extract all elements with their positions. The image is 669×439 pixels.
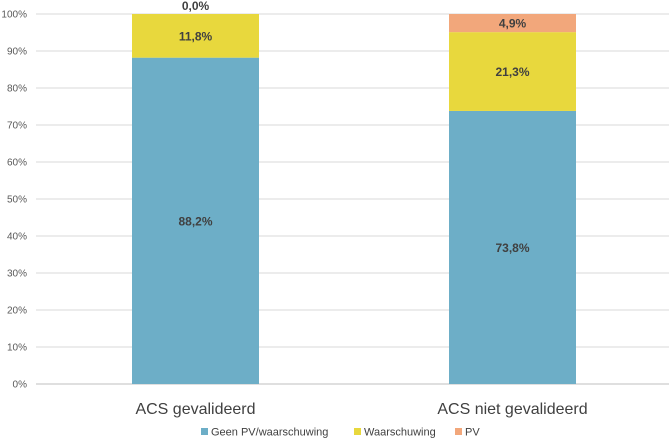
data-label: 11,8% [179, 29, 213, 43]
y-tick-label: 30% [7, 269, 27, 280]
legend-swatch [354, 428, 361, 435]
y-tick-label: 10% [7, 343, 27, 354]
legend-label: PV [465, 427, 480, 439]
data-label: 4,9% [499, 17, 527, 31]
y-tick-label: 40% [7, 232, 27, 243]
y-tick-label: 80% [7, 84, 27, 95]
legend-swatch [201, 428, 208, 435]
data-label: 21,3% [495, 65, 529, 79]
data-label: 88,2% [178, 214, 212, 228]
bar-segment-pv-1 [449, 14, 576, 33]
x-category-label: ACS niet gevalideerd [437, 401, 587, 418]
y-tick-label: 90% [7, 47, 27, 58]
bar-segment-waarschuwing-0 [132, 14, 259, 58]
legend-label: Waarschuwing [364, 427, 436, 439]
data-labels: 88,2% 11,8% 0,0% 73,8% 21,3% 4,9% [178, 0, 529, 255]
y-axis-tick-labels: 0% 10% 20% 30% 40% 50% 60% 70% 80% 90% 100% [1, 10, 27, 391]
bar-segment-geen-pv-waarschuwing-0 [132, 57, 259, 384]
x-category-label: ACS gevalideerd [135, 401, 255, 418]
bar-segment-geen-pv-waarschuwing-1 [449, 110, 576, 384]
y-tick-label: 0% [13, 380, 28, 391]
bars [132, 14, 576, 384]
y-tick-label: 20% [7, 306, 27, 317]
data-label: 0,0% [182, 0, 210, 13]
bar-segment-waarschuwing-1 [449, 32, 576, 111]
data-label: 73,8% [495, 241, 529, 255]
legend: Geen PV/waarschuwing Waarschuwing PV [201, 427, 480, 439]
y-tick-label: 100% [1, 10, 27, 21]
x-axis-category-labels: ACS gevalideerd ACS niet gevalideerd [135, 401, 587, 418]
legend-swatch [455, 428, 462, 435]
y-tick-label: 50% [7, 195, 27, 206]
y-tick-label: 70% [7, 121, 27, 132]
legend-label: Geen PV/waarschuwing [211, 427, 328, 439]
y-tick-label: 60% [7, 158, 27, 169]
